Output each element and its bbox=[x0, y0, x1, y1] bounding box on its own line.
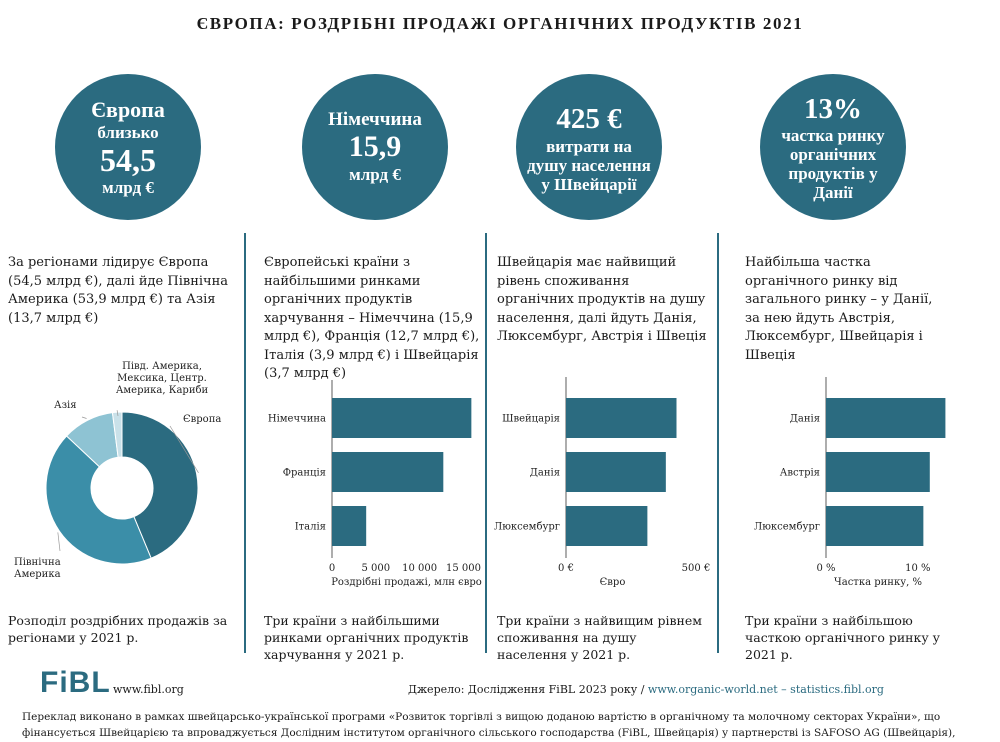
x-axis-label: Частка ринку, % bbox=[834, 577, 922, 588]
circle-line: млрд € bbox=[102, 178, 154, 197]
translation-note: Переклад виконано в рамках швейцарсько-у… bbox=[22, 711, 956, 739]
pie-label: Азія bbox=[54, 400, 77, 411]
denmark-stat-circle: 13% частка ринку органічних продуктів у … bbox=[760, 74, 906, 220]
column-divider bbox=[244, 233, 246, 653]
bar bbox=[826, 452, 930, 492]
per-capita-description: Швейцарія має найвищий рівень споживання… bbox=[497, 255, 707, 344]
category-label: Данія bbox=[530, 468, 560, 479]
category-label: Італія bbox=[295, 522, 326, 533]
circle-line: Данії bbox=[813, 183, 853, 202]
pie-caption: Розподіл роздрібних продажів за регіонам… bbox=[8, 613, 228, 645]
circle-line: витрати на bbox=[546, 136, 632, 156]
bar bbox=[332, 452, 444, 492]
category-label: Австрія bbox=[780, 468, 820, 479]
tick-label: 15 000 bbox=[446, 563, 481, 574]
region-description: За регіонами лідирує Європа (54,5 млрд €… bbox=[8, 255, 229, 326]
x-axis-label: Роздрібні продажі, млн євро bbox=[331, 577, 482, 588]
tick-label: 10 % bbox=[905, 563, 930, 574]
category-label: Німеччина bbox=[268, 414, 326, 425]
x-axis-label: Євро bbox=[600, 577, 626, 588]
bar bbox=[566, 398, 677, 438]
circle-line: близько bbox=[97, 123, 159, 142]
tick-label: 0 € bbox=[558, 563, 574, 574]
pie-slice bbox=[45, 435, 152, 565]
tick-label: 500 € bbox=[682, 563, 711, 574]
circle-line: Європа bbox=[91, 97, 165, 122]
circle-line: 13% bbox=[804, 93, 862, 125]
circle-line: 15,9 bbox=[348, 130, 402, 163]
pie-label: Півд. Америка, Мексика, Центр. Америка, Ка… bbox=[116, 361, 209, 396]
tick-label: 10 000 bbox=[402, 563, 437, 574]
bar bbox=[826, 398, 946, 438]
pie-leader-line bbox=[81, 416, 87, 419]
category-label: Данія bbox=[790, 414, 820, 425]
fibl-website-link[interactable]: www.fibl.org bbox=[113, 683, 184, 696]
per-capita-caption: Три країни з найвищим рівнем споживання … bbox=[497, 613, 702, 662]
circle-line: 425 € bbox=[556, 102, 622, 135]
regional-donut-chart: Європа Північна Америка Азія Півд. Америка, М… bbox=[14, 361, 221, 580]
markets-description: Європейські країни з найбільшими ринками… bbox=[264, 255, 480, 381]
market-share-caption: Три країни з найбільшою часткою органічн… bbox=[745, 613, 941, 662]
pie-leader-line bbox=[169, 425, 199, 473]
germany-stat-circle: Німеччина 15,9 млрд € bbox=[302, 74, 448, 220]
europe-stat-circle: Європа близько 54,5 млрд € bbox=[55, 74, 201, 220]
per-capita-bar-chart: Швейцарія Данія Люксембург 0 € 500 € Євро bbox=[494, 377, 711, 588]
fibl-logo: FiBL bbox=[40, 666, 111, 699]
page-title: ЄВРОПА: РОЗДРІБНІ ПРОДАЖІ ОРГАНІЧНИХ ПРО… bbox=[196, 14, 804, 33]
pie-label: Європа bbox=[183, 414, 221, 425]
market-share-bar-chart: Данія Австрія Люксембург 0 % 10 % Частка ринк… bbox=[754, 377, 946, 588]
category-label: Швейцарія bbox=[502, 414, 560, 425]
tick-label: 0 bbox=[329, 563, 335, 574]
circle-line: частка ринку bbox=[781, 126, 885, 145]
pie-slice bbox=[111, 411, 123, 458]
category-label: Люксембург bbox=[754, 522, 820, 533]
pie-leader-line bbox=[116, 410, 119, 417]
circle-line: органічних bbox=[789, 145, 877, 164]
pie-label: Північна Америка bbox=[14, 557, 61, 580]
bar bbox=[566, 452, 666, 492]
source-note: Джерело: Дослідження FiBL 2023 року / ww… bbox=[408, 683, 884, 696]
bar bbox=[332, 398, 472, 438]
largest-markets-bar-chart: Німеччина Франція Італія 0 5 000 10 000 15 000… bbox=[268, 380, 482, 588]
circle-line: у Швейцарії bbox=[541, 174, 637, 194]
switzerland-stat-circle: 425 € витрати на душу населення у Швейца… bbox=[516, 74, 662, 220]
source-link[interactable]: www.organic-world.net – statistics.fibl.… bbox=[647, 683, 884, 696]
category-label: Люксембург bbox=[494, 522, 560, 533]
source-prefix: Джерело: Дослідження FiBL 2023 року / bbox=[408, 683, 645, 696]
circle-line: продуктів у bbox=[788, 164, 878, 183]
category-label: Франція bbox=[283, 468, 326, 479]
bar bbox=[826, 506, 924, 546]
market-share-description: Найбільша частка органічного ринку від з… bbox=[745, 255, 933, 363]
markets-caption: Три країни з найбільшими ринками органіч… bbox=[264, 613, 469, 662]
bar bbox=[332, 506, 367, 546]
circle-line: Німеччина bbox=[328, 109, 422, 130]
column-divider bbox=[717, 233, 719, 653]
circle-line: 54,5 bbox=[100, 142, 156, 178]
circle-line: душу населення bbox=[527, 155, 651, 175]
tick-label: 5 000 bbox=[362, 563, 391, 574]
tick-label: 0 % bbox=[816, 563, 835, 574]
bar bbox=[566, 506, 648, 546]
column-divider bbox=[485, 233, 487, 653]
pie-leader-line bbox=[57, 532, 61, 552]
circle-line: млрд € bbox=[349, 165, 401, 184]
